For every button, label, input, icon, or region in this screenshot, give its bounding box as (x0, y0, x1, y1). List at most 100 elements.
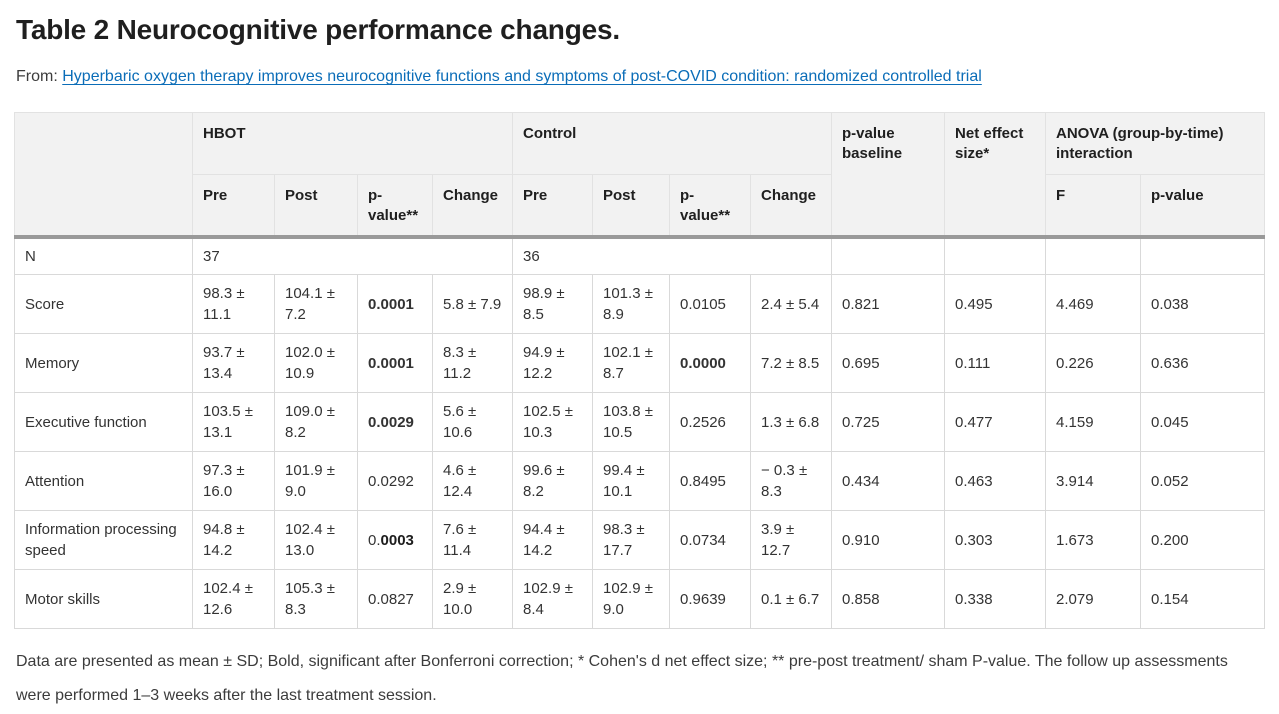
table-cell: 0.154 (1140, 569, 1266, 629)
table-cell: 0.1 ± 6.7 (749, 569, 833, 629)
table-cell: 0.038 (1140, 274, 1266, 334)
table-row-motor-skills: Motor skills 102.4 ± 12.6 105.3 ± 8.3 0.… (14, 569, 1266, 629)
table-cell: 98.9 ± 8.5 (512, 274, 593, 334)
table-cell: 0.338 (944, 569, 1047, 629)
col-header-net-effect: Net effect size* (944, 112, 1047, 238)
col-header-anova: ANOVA (group-by-time) interaction (1045, 112, 1266, 175)
table-cell: 94.8 ± 14.2 (192, 510, 275, 570)
table-cell: 94.4 ± 14.2 (512, 510, 593, 570)
table-cell: 0.200 (1140, 510, 1266, 570)
header-row-groups: HBOT Control p-value baseline Net effect… (14, 112, 1266, 238)
table-cell: 99.4 ± 10.1 (592, 451, 670, 511)
table-row-n: N 37 36 (14, 235, 1266, 275)
table-cell: 97.3 ± 16.0 (192, 451, 275, 511)
table-cell: 0.111 (944, 333, 1047, 393)
row-label: Executive function (14, 392, 193, 452)
row-label: Motor skills (14, 569, 193, 629)
table-cell: 102.1 ± 8.7 (592, 333, 670, 393)
table-cell: 0.858 (831, 569, 946, 629)
table-cell: 98.3 ± 17.7 (592, 510, 670, 570)
table-cell: 98.3 ± 11.1 (192, 274, 275, 334)
p-value-bold-part: 0003 (380, 531, 414, 549)
table-cell: 93.7 ± 13.4 (192, 333, 275, 393)
table-cell: 0.0001 (357, 274, 433, 334)
source-line: From: Hyperbaric oxygen therapy improves… (16, 68, 1265, 86)
col-header-hbot: HBOT (192, 112, 513, 175)
table-cell: 0.477 (944, 392, 1047, 452)
neurocognitive-table: HBOT Control p-value baseline Net effect… (14, 112, 1266, 629)
table-cell: 0.0734 (669, 510, 751, 570)
n-control-cell: 36 (511, 235, 833, 275)
table-cell: 104.1 ± 7.2 (274, 274, 358, 334)
table-cell: 2.4 ± 5.4 (749, 274, 833, 334)
col-header-anova-pvalue: p-value (1140, 173, 1266, 238)
table-cell: 0.0827 (357, 569, 433, 629)
col-header-hbot-pre: Pre (192, 173, 275, 238)
table-cell: 109.0 ± 8.2 (274, 392, 358, 452)
table-cell: 0.910 (831, 510, 946, 570)
empty-cell (831, 235, 946, 275)
table-cell: 0.725 (831, 392, 946, 452)
table-cell: 2.9 ± 10.0 (432, 569, 513, 629)
n-hbot-cell: 37 (192, 235, 513, 275)
table-cell: 0.0029 (357, 392, 433, 452)
table-cell: 101.3 ± 8.9 (592, 274, 670, 334)
empty-cell (1140, 235, 1266, 275)
table-cell: 0.695 (831, 333, 946, 393)
table-cell: 0.0001 (357, 333, 433, 393)
table-cell: 102.9 ± 8.4 (512, 569, 593, 629)
empty-cell (1045, 235, 1142, 275)
col-header-p-baseline: p-value baseline (831, 112, 946, 238)
table-cell: 0.434 (831, 451, 946, 511)
table-cell: 0.463 (944, 451, 1047, 511)
row-label: Memory (14, 333, 193, 393)
table-cell: 102.5 ± 10.3 (512, 392, 593, 452)
table-cell: 4.159 (1045, 392, 1142, 452)
source-article-link[interactable]: Hyperbaric oxygen therapy improves neuro… (62, 68, 982, 85)
table-cell: 99.6 ± 8.2 (512, 451, 593, 511)
corner-header-cell (14, 112, 193, 238)
col-header-control-pre: Pre (512, 173, 593, 238)
table-row-executive-function: Executive function 103.5 ± 13.1 109.0 ± … (14, 392, 1266, 452)
col-header-hbot-pvalue: p-value** (357, 173, 433, 238)
table-cell: 5.8 ± 7.9 (432, 274, 513, 334)
row-label: Attention (14, 451, 193, 511)
col-header-control-pvalue: p-value** (669, 173, 751, 238)
table-cell: 0.0000 (669, 333, 751, 393)
table-cell: 103.8 ± 10.5 (592, 392, 670, 452)
table-cell: 102.0 ± 10.9 (274, 333, 358, 393)
table-cell: 3.9 ± 12.7 (749, 510, 833, 570)
table-footnote: Data are presented as mean ± SD; Bold, s… (16, 653, 1228, 705)
from-label: From: (16, 68, 58, 85)
table-cell: 0.0003 (357, 510, 433, 570)
table-cell: 102.9 ± 9.0 (592, 569, 670, 629)
table-cell: 0.8495 (669, 451, 751, 511)
table-cell: 0.303 (944, 510, 1047, 570)
col-header-control-post: Post (592, 173, 670, 238)
col-header-hbot-change: Change (432, 173, 513, 238)
table-cell: 1.673 (1045, 510, 1142, 570)
col-header-control: Control (511, 112, 833, 175)
table-cell: 8.3 ± 11.2 (432, 333, 513, 393)
table-cell: 0.2526 (669, 392, 751, 452)
table-cell: 101.9 ± 9.0 (274, 451, 358, 511)
table-cell: 103.5 ± 13.1 (192, 392, 275, 452)
row-label: N (14, 235, 193, 275)
table-cell: 0.052 (1140, 451, 1266, 511)
table-cell: 0.226 (1045, 333, 1142, 393)
table-cell: 2.079 (1045, 569, 1142, 629)
table-cell: 0.045 (1140, 392, 1266, 452)
table-cell: 0.9639 (669, 569, 751, 629)
table-cell: 4.6 ± 12.4 (432, 451, 513, 511)
col-header-control-change: Change (749, 173, 833, 238)
table-cell: 0.0292 (357, 451, 433, 511)
table-cell: 1.3 ± 6.8 (749, 392, 833, 452)
row-label: Score (14, 274, 193, 334)
page-title: Table 2 Neurocognitive performance chang… (16, 14, 620, 45)
table-row-information-processing-speed: Information processing speed 94.8 ± 14.2… (14, 510, 1266, 570)
table-cell: 5.6 ± 10.6 (432, 392, 513, 452)
table-cell: 102.4 ± 13.0 (274, 510, 358, 570)
table-cell: 4.469 (1045, 274, 1142, 334)
table-cell: 7.6 ± 11.4 (432, 510, 513, 570)
table-row-score: Score 98.3 ± 11.1 104.1 ± 7.2 0.0001 5.8… (14, 274, 1266, 334)
